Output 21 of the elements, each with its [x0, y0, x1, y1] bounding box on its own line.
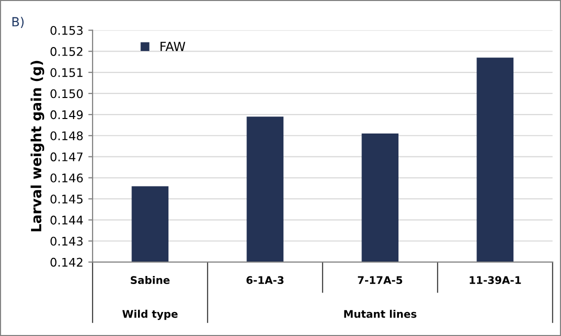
- x-tick-label: Sabine: [130, 276, 170, 284]
- y-tick-label: 0.153: [50, 26, 83, 35]
- y-axis-title: Larval weight gain (g): [30, 60, 44, 232]
- chart-title: B): [12, 16, 24, 28]
- y-tick-label: 0.149: [50, 110, 83, 120]
- y-tick-label: 0.142: [50, 258, 82, 267]
- y-tick-label: 0.144: [50, 216, 83, 225]
- y-tick-label: 0.146: [50, 174, 83, 182]
- y-tick-label: 0.143: [50, 236, 83, 246]
- x-tick-label: 7-17A-5: [358, 276, 402, 284]
- y-tick-label: 0.147: [50, 152, 83, 162]
- y-tick-label: 0.145: [50, 194, 83, 204]
- text: Wild type: [122, 310, 178, 320]
- text: Mutant lines: [344, 310, 416, 318]
- x-tick-label: 6-1A-3: [246, 276, 284, 284]
- legend-label: FAW: [160, 42, 186, 51]
- x-tick-label: 11-39A-1: [470, 276, 521, 284]
- y-tick-label: 0.152: [50, 47, 82, 56]
- y-tick-label: 0.150: [50, 89, 83, 98]
- y-tick-label: 0.151: [50, 68, 82, 78]
- y-tick-label: 0.148: [50, 131, 83, 140]
